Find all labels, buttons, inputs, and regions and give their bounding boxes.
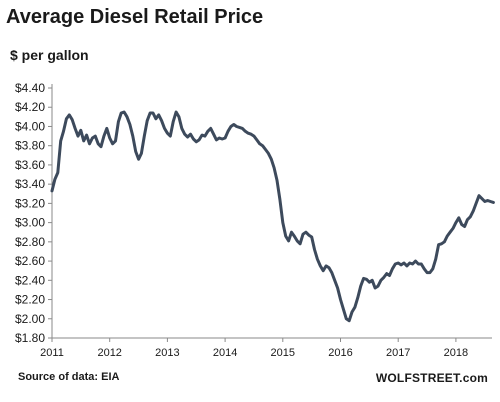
y-tick-label: $3.80 bbox=[15, 139, 45, 153]
y-tick-label: $3.60 bbox=[15, 158, 45, 172]
chart-subtitle: $ per gallon bbox=[10, 47, 89, 63]
series-line-diesel-price bbox=[50, 110, 495, 323]
y-tick-label: $2.00 bbox=[15, 312, 45, 326]
x-tick-label: 2018 bbox=[444, 347, 468, 359]
source-note: Source of data: EIA bbox=[18, 371, 120, 383]
x-tick-label: 2015 bbox=[271, 347, 295, 359]
x-tick-label: 2013 bbox=[155, 347, 179, 359]
y-tick-label: $2.60 bbox=[15, 254, 45, 268]
x-tick-label: 2011 bbox=[40, 347, 64, 359]
x-tick-label: 2017 bbox=[386, 347, 410, 359]
brand-logo-text: WOLFSTREET.com bbox=[375, 371, 488, 385]
y-tick-label: $4.20 bbox=[15, 100, 45, 114]
x-tick-label: 2016 bbox=[328, 347, 352, 359]
y-tick-label: $2.40 bbox=[15, 273, 45, 287]
series-layer bbox=[50, 110, 495, 323]
x-tick-label: 2012 bbox=[97, 347, 121, 359]
chart-title: Average Diesel Retail Price bbox=[6, 6, 264, 28]
y-tick-label: $2.20 bbox=[15, 293, 45, 307]
y-tick-label: $4.40 bbox=[15, 81, 45, 95]
y-tick-label: $4.00 bbox=[15, 119, 45, 133]
y-tick-label: $3.20 bbox=[15, 196, 45, 210]
y-tick-label: $1.80 bbox=[15, 331, 45, 345]
y-tick-label: $3.40 bbox=[15, 177, 45, 191]
y-tick-label: $3.00 bbox=[15, 216, 45, 230]
axes-layer: $1.80 $2.00 $2.20 $2.40 $2.60 $2.80 $3.00 $3.20… bbox=[15, 81, 492, 359]
x-tick-label: 2014 bbox=[213, 347, 237, 359]
y-tick-label: $2.80 bbox=[15, 235, 45, 249]
